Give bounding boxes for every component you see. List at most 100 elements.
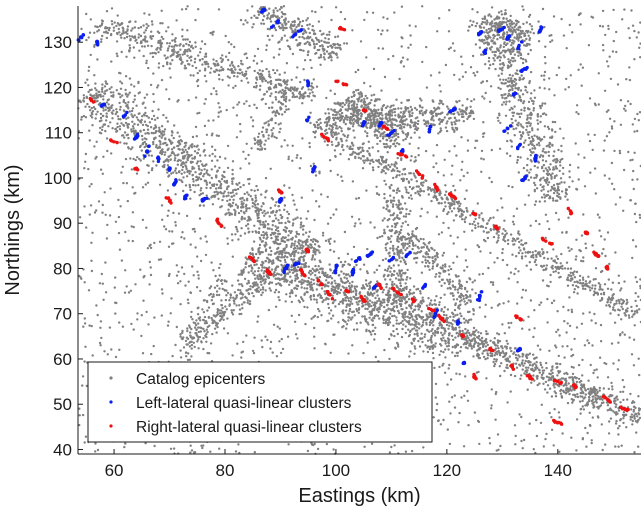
catalog-point	[407, 46, 410, 49]
catalog-point	[413, 333, 416, 336]
catalog-point	[381, 301, 384, 304]
catalog-point	[351, 302, 354, 305]
catalog-point	[199, 189, 202, 192]
catalog-point	[593, 133, 596, 137]
catalog-point	[264, 196, 267, 199]
catalog-point	[347, 273, 350, 276]
catalog-point	[301, 137, 304, 140]
catalog-point	[417, 154, 420, 157]
catalog-point	[409, 288, 412, 292]
catalog-point	[621, 413, 625, 417]
catalog-point	[123, 136, 126, 139]
catalog-point	[637, 395, 640, 398]
catalog-point	[104, 108, 107, 112]
catalog-point	[584, 246, 588, 250]
catalog-point	[144, 132, 147, 135]
catalog-point	[387, 323, 390, 327]
catalog-point	[276, 272, 279, 275]
catalog-point	[546, 220, 549, 223]
catalog-point	[478, 442, 481, 446]
catalog-point	[293, 258, 296, 261]
catalog-point	[401, 179, 405, 183]
catalog-point	[138, 91, 141, 94]
catalog-point	[637, 295, 640, 298]
catalog-point	[253, 273, 256, 277]
catalog-point	[231, 173, 234, 176]
catalog-point	[313, 243, 317, 246]
catalog-point	[393, 444, 396, 447]
catalog-point	[550, 257, 553, 260]
catalog-point	[186, 150, 189, 154]
catalog-point	[215, 59, 218, 63]
catalog-point	[271, 198, 275, 201]
catalog-point	[608, 420, 611, 423]
catalog-point	[164, 159, 167, 162]
catalog-point	[486, 236, 490, 240]
catalog-point	[464, 71, 467, 74]
catalog-point	[430, 340, 433, 343]
catalog-point	[543, 87, 546, 90]
catalog-point	[182, 38, 185, 41]
catalog-point	[581, 358, 584, 362]
catalog-point	[394, 346, 397, 349]
catalog-point	[273, 271, 276, 274]
catalog-point	[273, 231, 276, 234]
catalog-point	[611, 281, 615, 284]
catalog-point	[117, 231, 121, 235]
catalog-point	[185, 167, 188, 171]
catalog-point	[395, 167, 399, 170]
catalog-point	[615, 50, 618, 54]
catalog-point	[247, 182, 251, 185]
catalog-point	[556, 365, 559, 369]
catalog-point	[261, 345, 264, 349]
catalog-point	[203, 124, 207, 128]
catalog-point	[405, 306, 408, 310]
catalog-point	[83, 167, 86, 170]
catalog-point	[342, 272, 345, 275]
catalog-point	[194, 246, 197, 249]
catalog-point	[405, 118, 408, 121]
catalog-point	[594, 267, 598, 270]
catalog-point	[116, 54, 119, 58]
catalog-point	[518, 246, 521, 249]
catalog-point	[398, 174, 401, 177]
catalog-point	[611, 50, 615, 53]
catalog-point	[285, 62, 289, 65]
catalog-point	[528, 422, 531, 425]
catalog-point	[284, 252, 287, 255]
catalog-point	[478, 306, 481, 309]
catalog-point	[187, 280, 190, 283]
catalog-point	[638, 213, 641, 217]
catalog-point	[496, 209, 499, 212]
catalog-point	[578, 400, 582, 403]
catalog-point	[269, 233, 273, 237]
catalog-point	[311, 91, 314, 94]
catalog-point	[633, 151, 636, 154]
catalog-point	[114, 355, 118, 359]
catalog-point	[594, 192, 597, 195]
catalog-point	[85, 384, 89, 388]
catalog-point	[426, 346, 429, 349]
catalog-point	[361, 287, 364, 290]
catalog-point	[612, 306, 615, 309]
catalog-point	[622, 411, 626, 414]
catalog-point	[195, 80, 199, 83]
catalog-point	[579, 249, 582, 253]
catalog-point	[310, 442, 313, 445]
catalog-point	[496, 256, 499, 260]
catalog-point	[278, 327, 281, 330]
catalog-point	[245, 224, 248, 227]
catalog-point	[290, 265, 293, 269]
catalog-point	[492, 341, 496, 344]
catalog-point	[500, 197, 503, 200]
catalog-point	[615, 302, 618, 305]
catalog-point	[153, 316, 156, 319]
catalog-point	[120, 50, 123, 54]
catalog-point	[84, 160, 87, 163]
catalog-point	[246, 67, 249, 70]
catalog-point	[292, 218, 295, 221]
catalog-point	[189, 243, 192, 246]
catalog-point	[486, 352, 489, 355]
catalog-point	[161, 148, 164, 151]
catalog-point	[377, 47, 380, 50]
